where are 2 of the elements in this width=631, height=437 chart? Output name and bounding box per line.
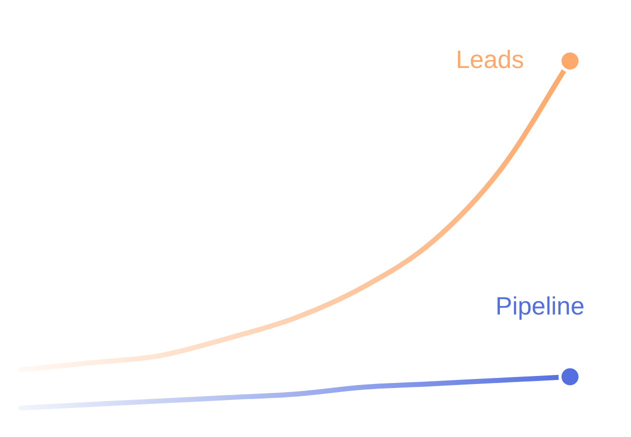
series-label: Leads bbox=[456, 46, 524, 74]
series-label: Pipeline bbox=[496, 292, 584, 321]
